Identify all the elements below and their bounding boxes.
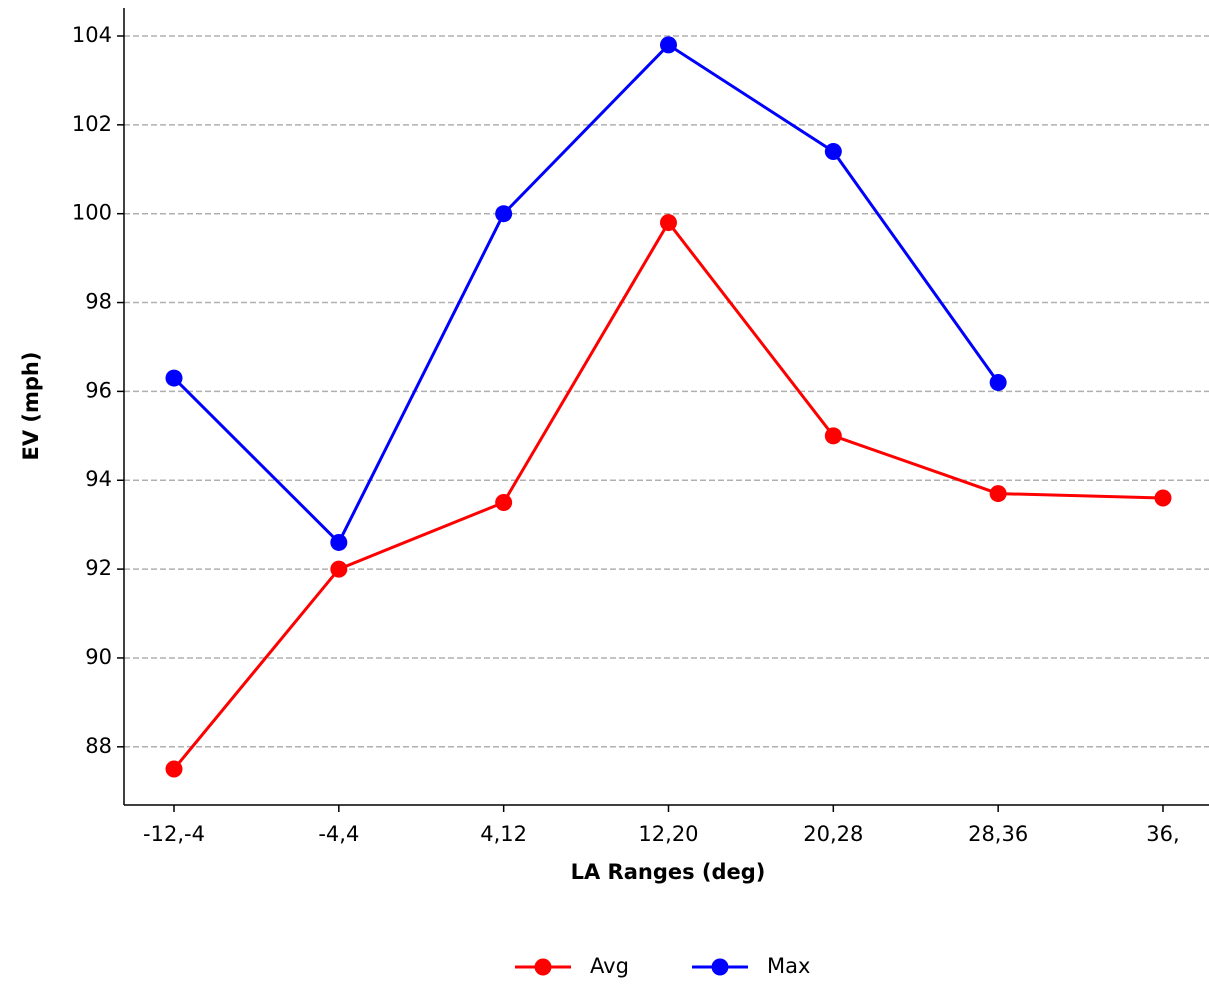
y-tick-label: 100 [72, 201, 112, 225]
data-point [495, 493, 513, 511]
data-point [330, 533, 348, 551]
y-axis-label: EV (mph) [19, 352, 43, 461]
y-tick-label: 88 [85, 734, 112, 758]
series-line [172, 219, 1164, 770]
data-point [824, 427, 842, 445]
x-tick-label: 28,36 [968, 822, 1028, 846]
data-point [165, 760, 183, 778]
data-point [659, 36, 677, 54]
data-point [989, 485, 1007, 503]
y-tick-label: 98 [85, 290, 112, 314]
x-tick-label: 4,12 [480, 822, 527, 846]
legend-marker [711, 958, 729, 976]
x-tick-label: 12,20 [638, 822, 698, 846]
y-tick-label: 102 [72, 112, 112, 136]
data-point [165, 369, 183, 387]
y-tick-label: 96 [85, 378, 112, 402]
y-tick-label: 92 [85, 556, 112, 580]
x-tick-label: -4,4 [318, 822, 359, 846]
data-point [330, 560, 348, 578]
data-point [495, 205, 513, 223]
x-tick-label: 20,28 [803, 822, 863, 846]
y-tick-label: 90 [85, 645, 112, 669]
x-tick-label: 36, [1146, 822, 1179, 846]
legend-label: Max [767, 954, 810, 978]
data-point [989, 374, 1007, 392]
data-point [824, 142, 842, 160]
data-point [1154, 489, 1172, 507]
data-point [659, 214, 677, 232]
legend-marker [534, 958, 552, 976]
series-line [172, 42, 1000, 545]
x-axis-label: LA Ranges (deg) [571, 860, 766, 884]
y-tick-label: 94 [85, 467, 112, 491]
y-tick-label: 104 [72, 23, 112, 47]
x-tick-label: -12,-4 [143, 822, 205, 846]
legend-label: Avg [590, 954, 629, 978]
